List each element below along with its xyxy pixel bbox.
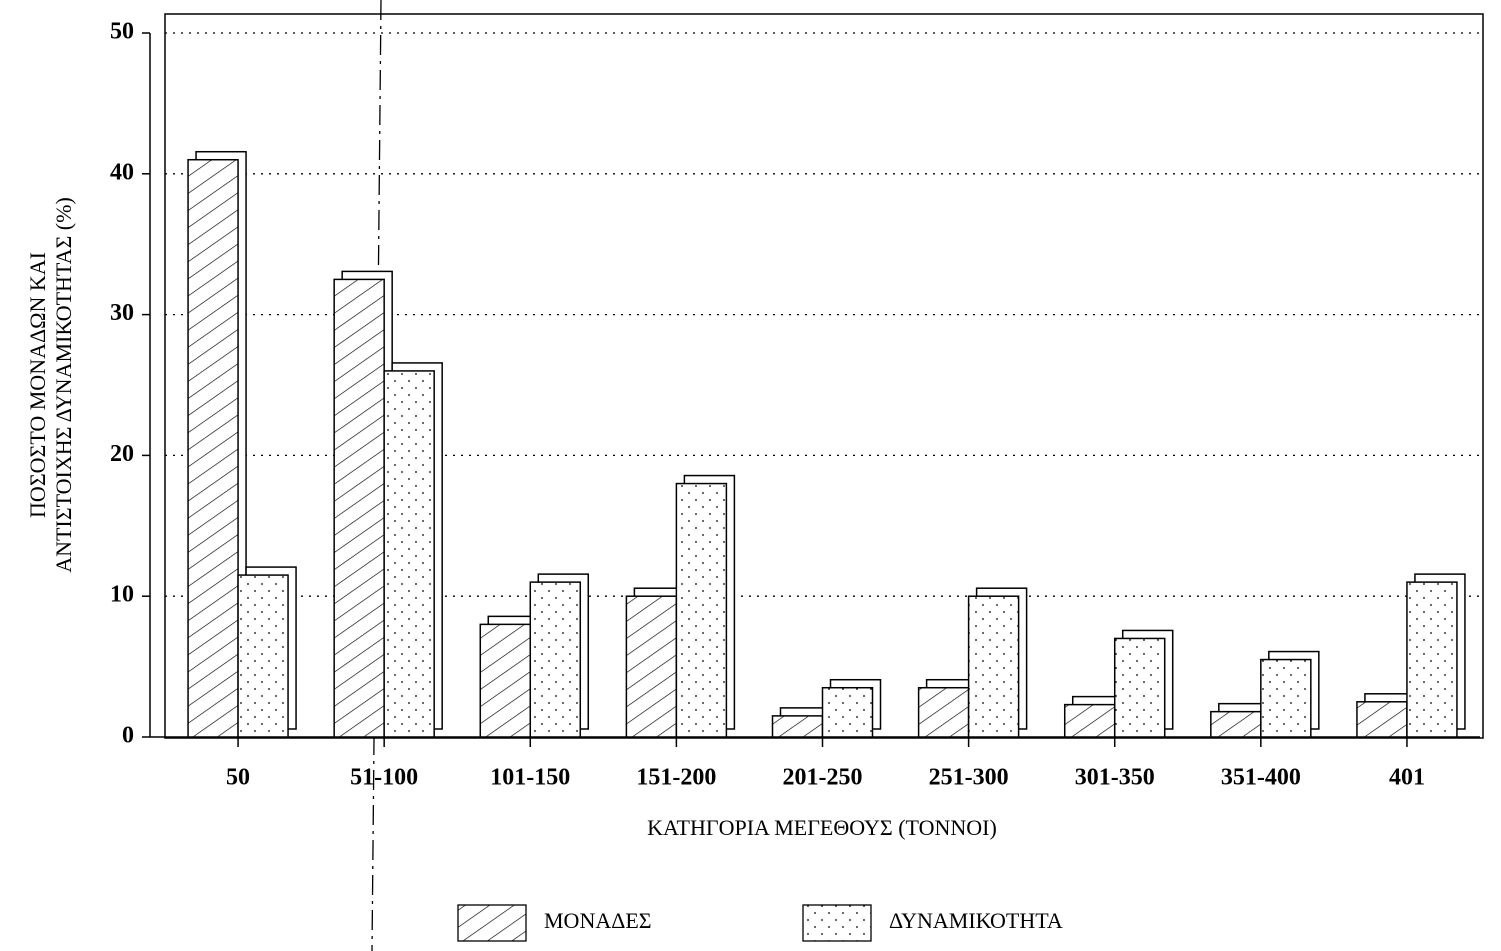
bar [675,482,728,738]
bar [1210,710,1262,738]
x-tick-label: 101-150 [490,765,570,791]
bar [529,581,582,738]
bar [1406,581,1458,738]
bar [821,686,874,738]
y-tick-label: 10 [110,582,134,608]
bar [1063,703,1116,738]
legend-label: ΜΟΝΑΔΕΣ [544,908,652,933]
bar [625,595,678,738]
bar [1113,637,1166,738]
bar [237,574,289,738]
y-tick-label: 0 [122,723,134,749]
x-tick-label: 51-100 [350,765,418,791]
bar [479,623,532,738]
plot-frame [164,13,1484,739]
y-tick-label: 50 [110,19,134,45]
bar [187,158,239,738]
bar [967,595,1020,738]
x-tick-label: 151-200 [636,765,716,791]
bar [333,278,385,738]
bar [917,686,970,738]
y-tick-label: 30 [110,300,134,326]
bar [383,370,435,738]
legend-label: ΔΥΝΑΜΙΚΟΤΗΤΑ [889,908,1063,933]
x-tick-label: 401 [1389,765,1425,791]
y-axis-label: ΠΟΣΟΣΤΟ ΜΟΝΑΔΩΝ ΚΑΙ [25,252,50,518]
bar [771,715,824,738]
x-tick-label: 301-350 [1075,765,1155,791]
y-tick-label: 20 [110,441,134,467]
legend-swatch [457,904,527,942]
bar [1356,701,1408,738]
dash-line [371,0,382,951]
x-tick-label: 351-400 [1221,765,1301,791]
x-axis-label: ΚΑΤΗΓΟΡΙΑ ΜΕΓΕΘΟΥΣ (ΤΟΝΝΟΙ) [647,815,997,840]
legend-swatch [802,904,872,942]
y-tick-label: 40 [110,159,134,185]
x-tick-label: 201-250 [783,765,863,791]
x-tick-label: 50 [226,765,250,791]
x-tick-label: 251-300 [929,765,1009,791]
y-axis-label: ΑΝΤΙΣΤΟΙΧΗΣ ΔΥΝΑΜΙΚΟΤΗΤΑΣ (%) [51,197,76,573]
bar [1260,658,1312,738]
